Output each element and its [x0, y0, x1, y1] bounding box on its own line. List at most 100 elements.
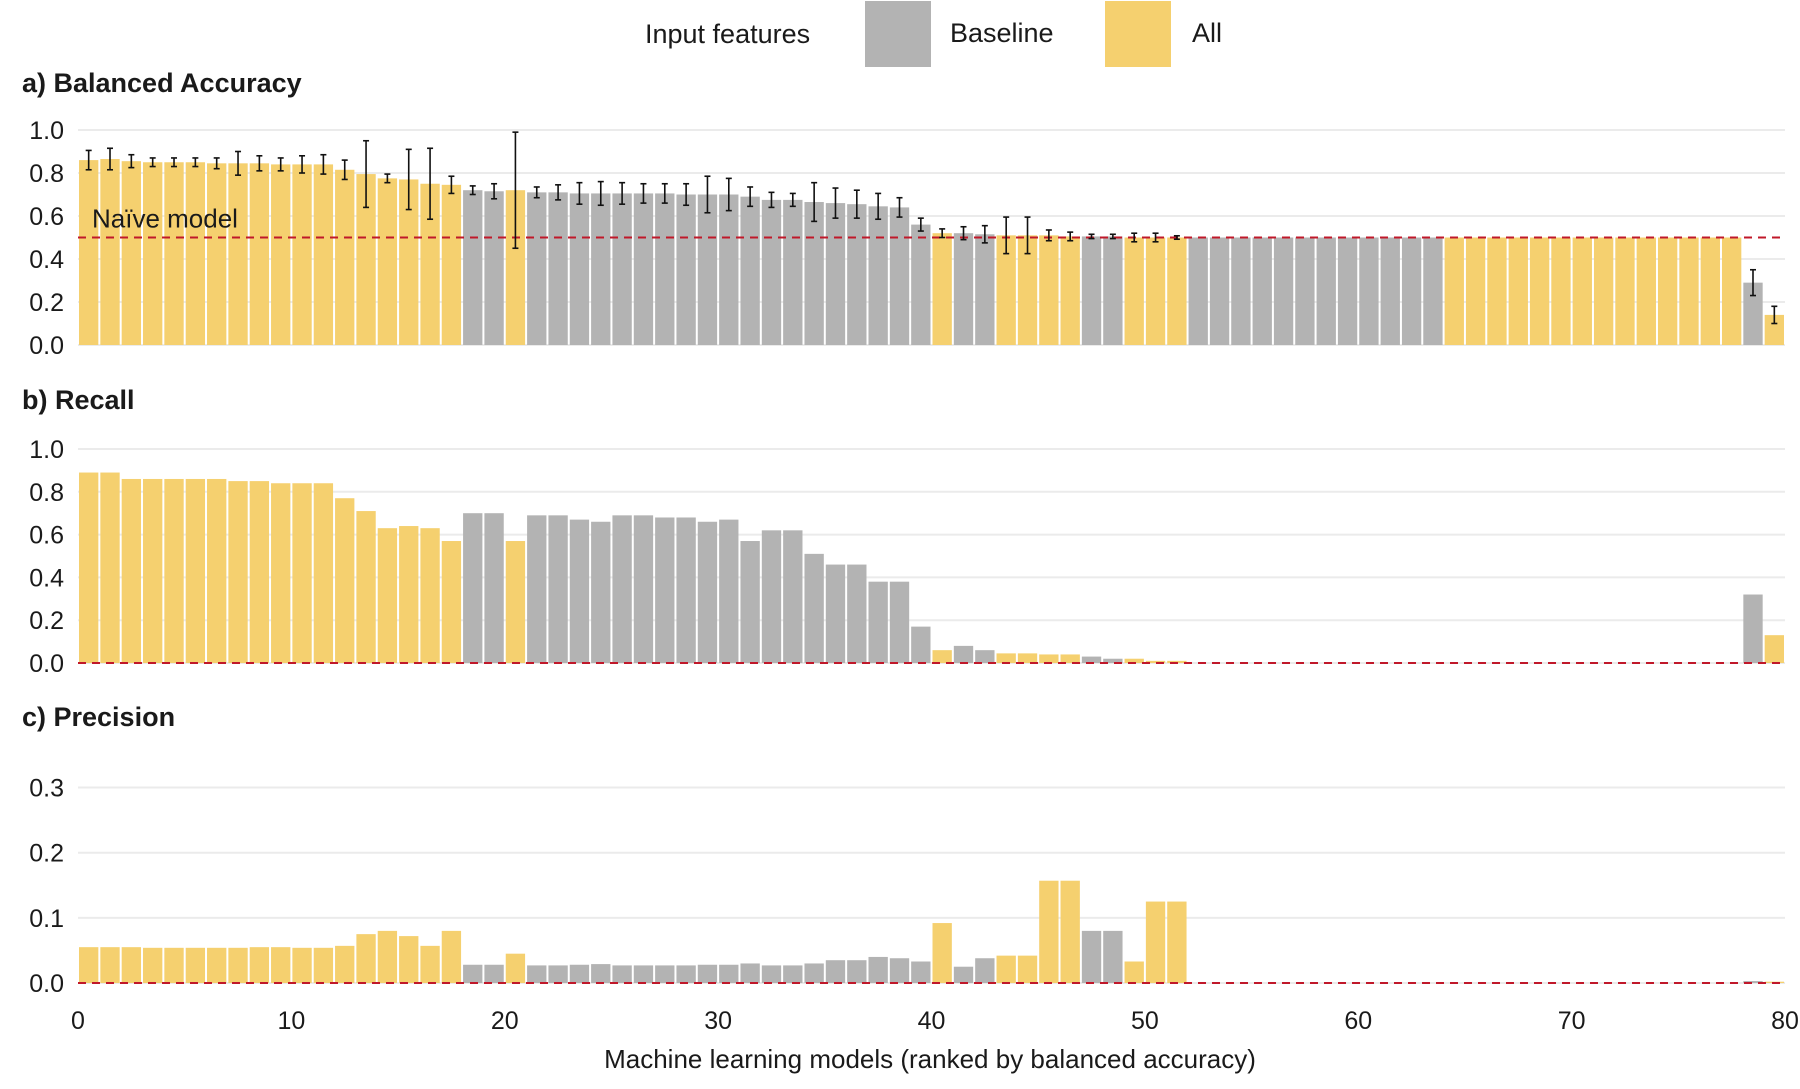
bar: [1017, 235, 1038, 345]
error-bar: [192, 157, 199, 168]
bar: [804, 553, 824, 663]
panel-precision: c) Precision 0.0 0.1 0.2 0.3: [22, 702, 1785, 998]
bar: [292, 483, 312, 663]
bar: [1060, 236, 1080, 345]
bar: [1252, 237, 1272, 345]
bar: [719, 194, 739, 345]
bar: [1380, 237, 1400, 345]
bar: [1145, 237, 1166, 345]
bar: [1103, 930, 1123, 983]
error-bar: [1771, 305, 1778, 325]
y-tick-label: 0.2: [29, 289, 64, 317]
bar: [1081, 930, 1102, 983]
bar: [953, 645, 974, 663]
bar: [313, 947, 334, 983]
bar: [420, 528, 440, 663]
error-bar: [1088, 233, 1095, 240]
bar: [420, 183, 440, 345]
error-bar: [533, 186, 540, 199]
bar: [1167, 901, 1187, 983]
bar: [1124, 658, 1144, 663]
y-tick-label: 0.0: [29, 970, 64, 998]
error-bar: [683, 182, 690, 207]
bar: [1124, 961, 1144, 983]
bar: [143, 162, 163, 345]
bar: [1700, 237, 1720, 345]
x-tick-label: 20: [491, 1007, 519, 1035]
error-bar: [235, 150, 242, 176]
bar: [335, 945, 355, 983]
bar: [697, 964, 718, 983]
bar: [889, 581, 910, 663]
bar: [889, 207, 910, 345]
bar: [377, 528, 398, 663]
bar: [335, 498, 355, 663]
bar: [1423, 237, 1443, 345]
bar: [1764, 314, 1784, 345]
bar: [356, 934, 376, 983]
y-tick-label: 0.2: [29, 840, 64, 868]
bar: [207, 163, 227, 345]
bar: [143, 947, 163, 983]
error-bar: [597, 180, 604, 207]
bar: [761, 199, 782, 345]
bar: [1081, 236, 1102, 345]
bar: [1145, 660, 1166, 663]
y-tick-label: 0.2: [29, 607, 64, 635]
bar: [121, 161, 142, 345]
bar: [121, 478, 142, 663]
x-axis-title: Machine learning models (ranked by balan…: [604, 1044, 1256, 1074]
bar: [676, 194, 696, 345]
x-tick-label: 80: [1771, 1007, 1799, 1035]
x-tick-label: 60: [1344, 1007, 1372, 1035]
bar: [228, 163, 248, 345]
x-tick-label: 10: [277, 1007, 305, 1035]
bar: [825, 960, 846, 983]
bar: [228, 947, 248, 983]
bar: [271, 947, 291, 983]
bar: [719, 519, 739, 663]
bar: [911, 224, 931, 345]
bar: [548, 515, 568, 663]
bar: [633, 515, 654, 663]
bar: [1017, 653, 1038, 663]
bar: [847, 564, 867, 663]
bar: [100, 472, 120, 663]
error-bar: [704, 175, 711, 214]
bar: [825, 564, 846, 663]
bar: [1167, 237, 1187, 345]
error-bar: [405, 148, 412, 211]
error-bar: [427, 147, 434, 221]
bar: [569, 519, 590, 663]
bar: [804, 202, 824, 345]
panel-title: a) Balanced Accuracy: [22, 68, 302, 98]
bar: [676, 517, 696, 663]
bar: [228, 481, 248, 663]
error-bar: [448, 175, 455, 195]
bar: [1487, 237, 1507, 345]
bar: [740, 196, 760, 345]
bar: [463, 190, 483, 345]
bar: [1167, 660, 1187, 663]
bar: [207, 478, 227, 663]
bar: [143, 478, 163, 663]
error-bar: [341, 159, 348, 181]
bar: [1039, 654, 1059, 663]
bar: [655, 965, 675, 983]
bar: [79, 947, 99, 983]
bar: [655, 517, 675, 663]
bar: [633, 193, 654, 345]
error-bar: [917, 217, 924, 232]
bar: [505, 190, 526, 345]
error-bar: [320, 153, 327, 175]
bar: [655, 193, 675, 345]
bar: [164, 162, 184, 345]
y-tick-label: 0.8: [29, 160, 64, 188]
bar: [911, 961, 931, 983]
bar: [783, 199, 803, 345]
error-bar: [149, 157, 156, 168]
bar: [377, 178, 398, 345]
bar: [100, 947, 120, 983]
bar: [1657, 237, 1678, 345]
bar: [1081, 656, 1102, 663]
